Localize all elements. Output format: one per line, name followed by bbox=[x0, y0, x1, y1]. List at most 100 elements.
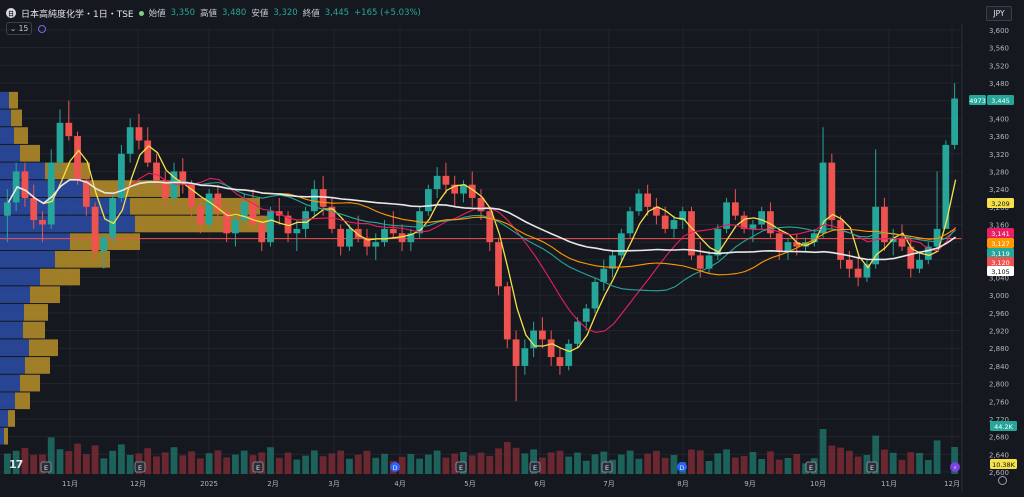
candle-body bbox=[837, 220, 844, 260]
x-tick-label: 4月 bbox=[394, 480, 405, 488]
volume-bar bbox=[740, 456, 748, 474]
event-marker-label: E bbox=[605, 464, 609, 472]
candle-body bbox=[740, 215, 748, 229]
volume-bar bbox=[188, 451, 195, 474]
volume-bar bbox=[477, 452, 485, 474]
volume-bar bbox=[328, 453, 336, 474]
volume-bar bbox=[170, 447, 178, 474]
volume-bar bbox=[802, 463, 809, 474]
profile-bar-sell bbox=[4, 427, 8, 445]
candle-body bbox=[810, 233, 818, 243]
candle-body bbox=[65, 122, 73, 137]
volume-bar bbox=[696, 450, 704, 474]
event-marker: E bbox=[252, 461, 264, 473]
volume-bar bbox=[223, 457, 231, 474]
price-label-tag bbox=[987, 238, 1014, 248]
indicator-count-badge[interactable]: ⌄ 15 bbox=[6, 22, 33, 35]
volume-bar bbox=[442, 457, 450, 474]
volume-bar bbox=[468, 455, 476, 474]
currency-button[interactable]: JPY bbox=[986, 6, 1012, 21]
volume-bar bbox=[872, 435, 880, 474]
x-tick-label: 9月 bbox=[744, 480, 755, 488]
volume-bar bbox=[898, 459, 906, 474]
event-marker: E bbox=[601, 461, 613, 473]
candle-body bbox=[21, 171, 29, 198]
profile-bar-buy bbox=[0, 374, 20, 392]
volume-bar bbox=[907, 452, 915, 474]
candle-body bbox=[354, 228, 362, 238]
volume-bar bbox=[293, 459, 301, 474]
split-marker-icon bbox=[950, 462, 960, 472]
candle-body bbox=[924, 246, 932, 260]
volume-bar bbox=[688, 449, 695, 474]
volume-bar bbox=[881, 449, 888, 474]
profile-bar-sell bbox=[8, 410, 15, 427]
volume-bar bbox=[591, 454, 599, 474]
candle-body bbox=[731, 202, 739, 216]
price-label-text: 3,445 bbox=[991, 97, 1010, 105]
volume-bar bbox=[556, 450, 564, 474]
profile-bar-sell bbox=[40, 268, 80, 286]
volume-bar bbox=[451, 453, 459, 474]
profile-bar-buy bbox=[0, 339, 29, 357]
candle-body bbox=[907, 246, 915, 269]
tradingview-logo[interactable]: 17 bbox=[9, 458, 23, 471]
indicator-toggle-icon[interactable] bbox=[38, 24, 47, 33]
candle-body bbox=[153, 162, 160, 181]
profile-bar-buy bbox=[0, 127, 14, 144]
candle-body bbox=[407, 233, 415, 243]
candle-body bbox=[898, 237, 906, 247]
y-tick-label: 2,920 bbox=[989, 328, 1009, 336]
candle-body bbox=[118, 153, 125, 198]
volume-bar bbox=[512, 447, 520, 474]
profile-bar-buy bbox=[0, 427, 4, 445]
y-tick-label: 3,040 bbox=[989, 275, 1009, 283]
profile-bar-buy bbox=[0, 162, 45, 180]
low-label: 安値 bbox=[251, 9, 269, 19]
settings-icon[interactable] bbox=[998, 476, 1007, 485]
candle-body bbox=[161, 180, 169, 198]
volume-bar bbox=[381, 453, 388, 474]
candle-body bbox=[916, 259, 923, 269]
candle-body bbox=[196, 206, 204, 225]
candle-body bbox=[617, 233, 625, 256]
price-label-tag bbox=[987, 248, 1014, 258]
volume-bar bbox=[302, 455, 309, 474]
event-marker: E bbox=[134, 461, 146, 473]
volume-bar bbox=[232, 454, 239, 474]
profile-bar-buy bbox=[0, 357, 25, 374]
candle-body bbox=[951, 98, 958, 145]
symbol-title[interactable]: 日本高純度化学・1日・TSE bbox=[21, 9, 134, 20]
candle-body bbox=[12, 171, 20, 203]
y-tick-label: 2,640 bbox=[989, 451, 1009, 459]
candle-body bbox=[424, 189, 432, 212]
candle-body bbox=[872, 206, 880, 265]
candle-body bbox=[539, 330, 546, 340]
candle-body bbox=[591, 281, 599, 309]
volume-bar bbox=[82, 454, 90, 474]
event-marker: E bbox=[40, 461, 52, 473]
candle-body bbox=[477, 197, 485, 212]
volume-bar bbox=[109, 450, 117, 474]
candle-body bbox=[530, 330, 538, 349]
candle-body bbox=[363, 237, 371, 247]
candle-body bbox=[486, 211, 494, 243]
volume-label-tag bbox=[990, 421, 1017, 431]
volume-bar bbox=[617, 454, 625, 474]
candle-body bbox=[442, 175, 450, 185]
volume-bar bbox=[582, 460, 590, 474]
y-tick-label: 2,680 bbox=[989, 434, 1009, 442]
price-label-text: 3,141 bbox=[991, 230, 1010, 238]
candle-body bbox=[503, 286, 511, 340]
volume-bar bbox=[635, 458, 643, 474]
candle-body bbox=[240, 202, 248, 221]
volume-bar bbox=[100, 458, 108, 474]
volume-bar bbox=[337, 450, 345, 474]
volume-bar bbox=[819, 429, 827, 474]
volume-bar bbox=[179, 455, 187, 474]
candle-body bbox=[39, 220, 46, 225]
candle-body bbox=[232, 220, 239, 234]
candle-body bbox=[451, 184, 459, 194]
